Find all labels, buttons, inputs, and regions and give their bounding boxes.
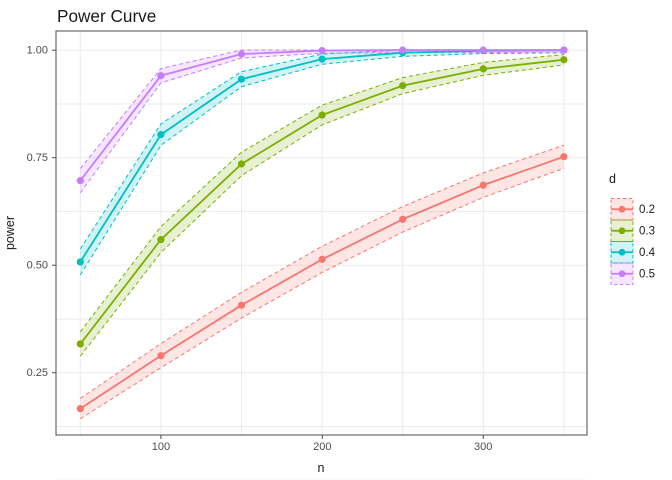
svg-text:power: power	[3, 216, 17, 250]
svg-text:0.25: 0.25	[27, 367, 48, 379]
svg-text:0.3: 0.3	[639, 226, 655, 238]
svg-text:d: d	[609, 172, 616, 186]
svg-text:1.00: 1.00	[27, 45, 48, 57]
svg-text:0.75: 0.75	[27, 152, 48, 164]
svg-text:100: 100	[152, 441, 170, 453]
svg-text:Power Curve: Power Curve	[57, 6, 156, 26]
svg-text:0.2: 0.2	[639, 204, 655, 216]
svg-text:200: 200	[313, 441, 331, 453]
svg-text:n: n	[318, 461, 325, 475]
svg-text:300: 300	[474, 441, 492, 453]
svg-text:0.5: 0.5	[639, 269, 655, 281]
svg-text:0.4: 0.4	[639, 247, 656, 259]
svg-text:0.50: 0.50	[27, 260, 48, 272]
